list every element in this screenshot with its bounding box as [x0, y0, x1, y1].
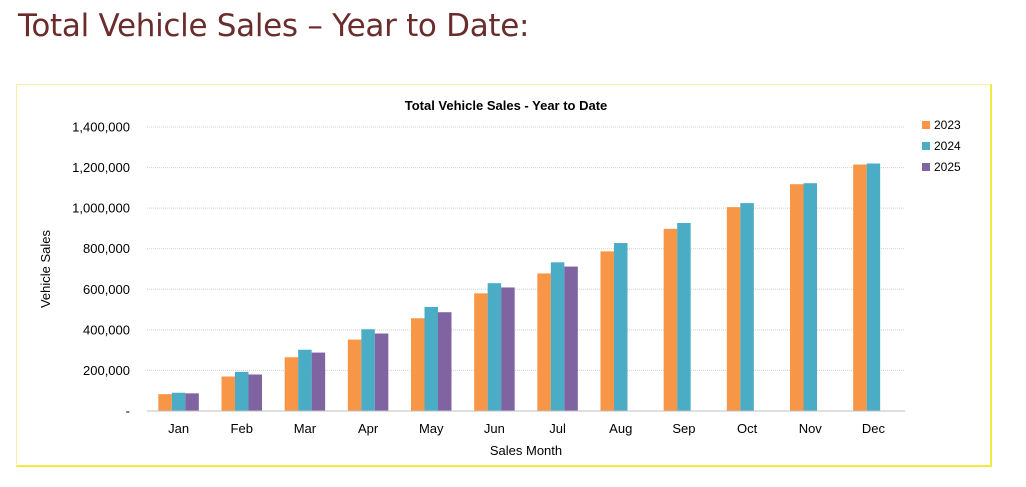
y-tick-label: 1,000,000 — [72, 201, 130, 216]
bar-2025-jan — [185, 393, 199, 411]
x-tick-label: Jan — [168, 421, 189, 436]
y-axis-ticks: - 200,000 400,000 600,000 800,000 1,000,000 1,… — [72, 120, 130, 419]
bars — [158, 163, 881, 411]
bar-2024-jun — [487, 283, 502, 411]
bar-2023-may — [411, 318, 425, 411]
bar-2024-feb — [235, 371, 249, 411]
legend-swatch — [922, 163, 930, 171]
y-tick-label: 1,400,000 — [72, 120, 130, 135]
legend-label: 2024 — [934, 139, 961, 153]
x-axis-label: Sales Month — [490, 443, 562, 458]
y-tick-label: 800,000 — [83, 241, 130, 256]
legend-swatch — [922, 142, 930, 150]
chart-title: Total Vehicle Sales - Year to Date — [405, 98, 608, 113]
bar-2024-apr — [361, 329, 375, 411]
page-heading: Total Vehicle Sales – Year to Date: — [18, 8, 530, 44]
bar-2024-may — [424, 306, 438, 411]
bar-2024-jan — [171, 392, 186, 411]
bar-2023-jul — [537, 273, 551, 411]
y-tick-label: 400,000 — [83, 322, 130, 337]
x-tick-label: Oct — [737, 421, 758, 436]
x-tick-label: May — [419, 421, 444, 436]
bar-2025-jun — [501, 287, 515, 411]
bar-2023-jun — [474, 293, 488, 411]
bar-2024-sep — [677, 222, 691, 411]
x-tick-label: Apr — [358, 421, 379, 436]
legend-label: 2025 — [934, 160, 961, 174]
legend-swatch — [922, 121, 930, 129]
bar-2023-feb — [221, 376, 235, 411]
x-tick-label: Dec — [862, 421, 886, 436]
bar-2025-mar — [311, 352, 326, 411]
bar-2023-aug — [600, 251, 614, 411]
gridlines — [147, 126, 905, 371]
bar-2024-oct — [740, 203, 754, 411]
bar-2025-may — [438, 312, 452, 411]
bar-chart: Total Vehicle Sales - Year to Date - 200,… — [38, 98, 961, 458]
x-tick-label: Nov — [799, 421, 823, 436]
legend-label: 2023 — [934, 118, 961, 132]
bar-2025-apr — [374, 333, 389, 411]
bar-2023-mar — [284, 357, 299, 411]
x-tick-label: Feb — [231, 421, 253, 436]
bar-2023-nov — [790, 184, 804, 411]
bar-2023-apr — [347, 339, 362, 411]
x-tick-label: Aug — [609, 421, 632, 436]
y-tick-label: 1,200,000 — [72, 160, 130, 175]
x-tick-label: Jul — [549, 421, 566, 436]
bar-2024-dec — [866, 163, 881, 411]
y-tick-label: 200,000 — [83, 363, 130, 378]
x-tick-label: Sep — [672, 421, 695, 436]
legend: 2023 2024 2025 — [922, 118, 961, 174]
bar-2023-sep — [663, 228, 678, 411]
y-tick-label: - — [126, 404, 130, 419]
bar-2023-jan — [158, 394, 172, 411]
bar-2024-jul — [550, 262, 565, 411]
bar-2025-feb — [248, 374, 262, 411]
bar-2024-mar — [298, 349, 312, 411]
bar-2023-dec — [853, 164, 867, 411]
x-tick-label: Jun — [484, 421, 505, 436]
chart-frame: Total Vehicle Sales - Year to Date - 200,… — [16, 84, 992, 467]
y-axis-label: Vehicle Sales — [38, 229, 53, 308]
y-tick-label: 600,000 — [83, 282, 130, 297]
bar-2024-nov — [803, 183, 817, 411]
x-tick-label: Mar — [294, 421, 317, 436]
x-axis-ticks: Jan Feb Mar Apr May Jun Jul Aug Sep Oct Nov Dec — [168, 421, 885, 436]
bar-2025-jul — [564, 266, 578, 411]
bar-2023-oct — [726, 207, 741, 411]
bar-2024-aug — [614, 243, 628, 411]
